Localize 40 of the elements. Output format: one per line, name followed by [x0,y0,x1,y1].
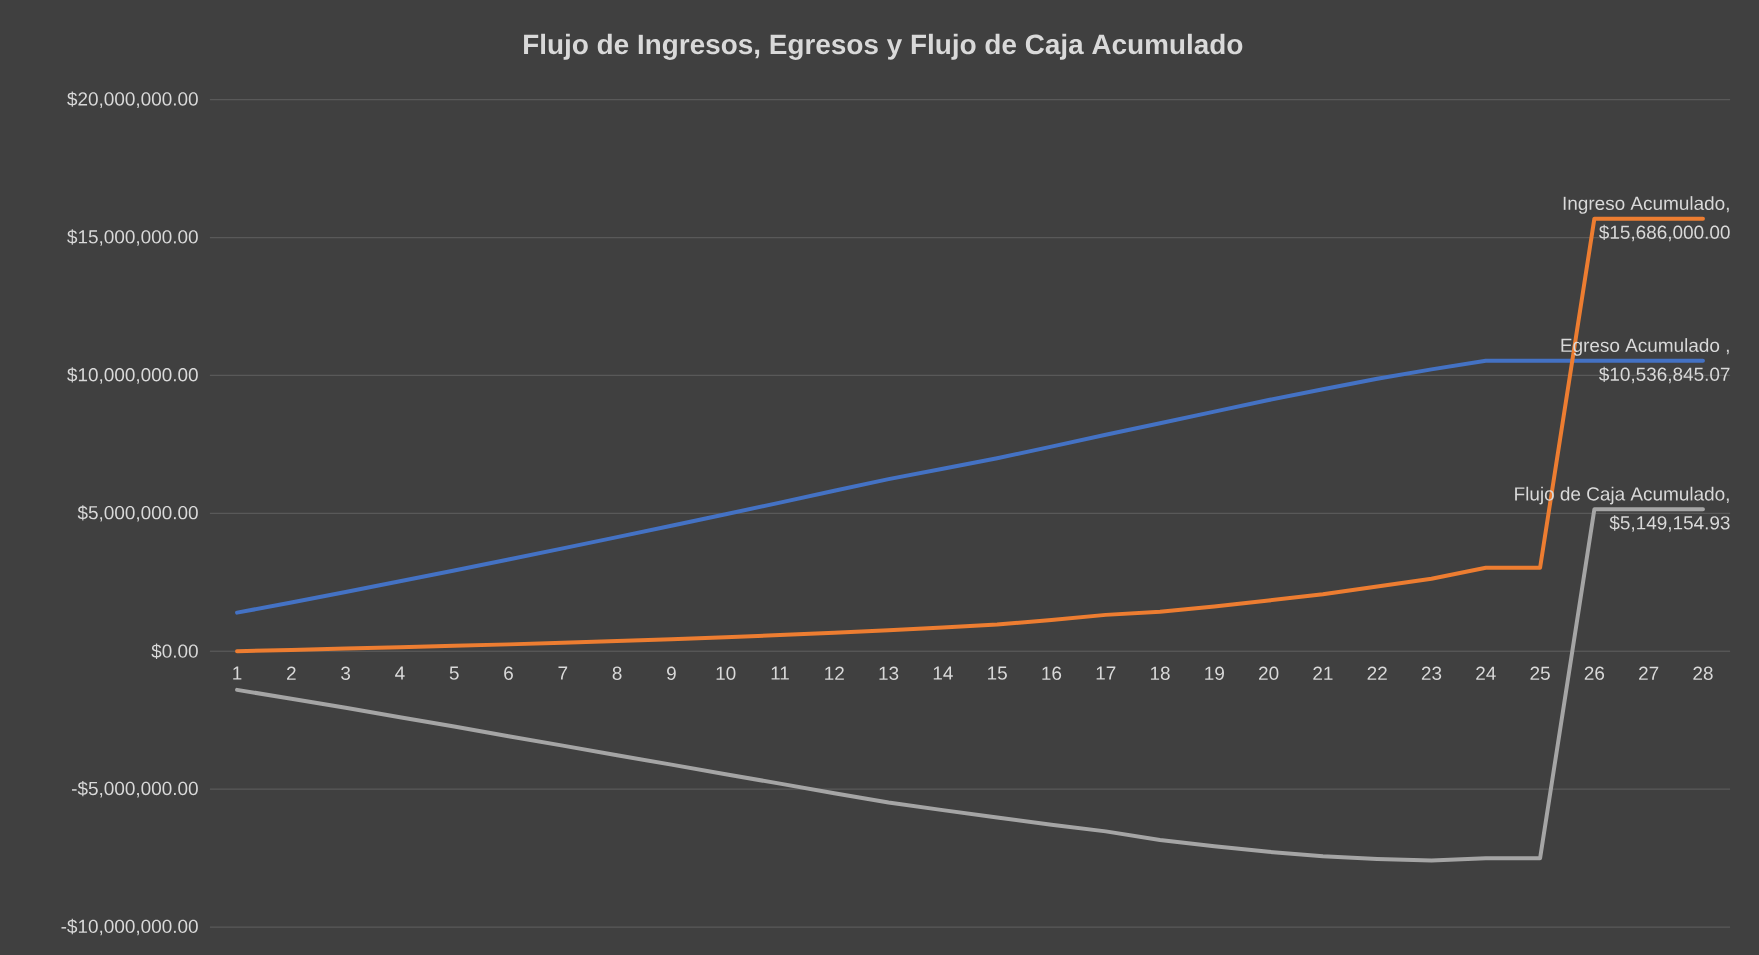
x-tick-label: 10 [716,666,736,680]
x-tick-label: 17 [1096,666,1116,680]
chart-title: Flujo de Ingresos, Egresos y Flujo de Caja Acumulado [524,33,1243,60]
x-tick-label: 25 [1530,666,1550,680]
x-tick-label: 12 [825,666,844,680]
x-tick-label: 15 [988,666,1007,680]
x-tick-label: 23 [1421,666,1442,680]
x-tick-label: 14 [933,666,953,680]
x-tick-label: 28 [1693,666,1713,680]
x-tick-label: 11 [771,666,789,680]
x-tick-label: 18 [1150,666,1170,680]
series-label: Ingreso Acumulado, [1563,196,1729,214]
y-tick-label: $10,000,000.00 [67,367,198,384]
y-tick-label: $0.00 [151,643,198,659]
x-tick-label: 27 [1639,666,1659,680]
x-tick-label: 9 [667,666,676,680]
y-tick-label: $20,000,000.00 [67,91,198,108]
x-tick-label: 16 [1042,666,1062,680]
x-tick-label: 3 [341,666,351,680]
x-tick-label: 5 [449,666,459,680]
y-tick-label: $5,000,000.00 [77,505,198,522]
x-tick-label: 22 [1367,666,1387,680]
x-tick-label: 8 [612,666,622,680]
y-tick-label: -$10,000,000.00 [61,918,198,936]
x-tick-label: 1 [233,666,242,680]
data-label: $10,536,845.07 [1599,366,1730,384]
x-tick-label: 20 [1259,666,1279,680]
x-tick-label: 6 [504,666,513,680]
y-tick-label: -$5,000,000.00 [72,780,198,798]
x-tick-label: 19 [1205,666,1224,680]
x-tick-label: 26 [1584,666,1605,680]
data-label: $5,149,154.93 [1609,515,1730,532]
x-tick-label: 4 [395,666,405,680]
x-tick-label: 24 [1476,666,1496,680]
x-tick-label: 7 [558,666,568,680]
x-tick-label: 2 [287,666,296,680]
x-tick-label: 13 [879,666,899,680]
y-tick-label: $15,000,000.00 [67,229,198,246]
data-label: $15,686,000.00 [1599,224,1730,242]
x-tick-label: 21 [1313,666,1333,680]
